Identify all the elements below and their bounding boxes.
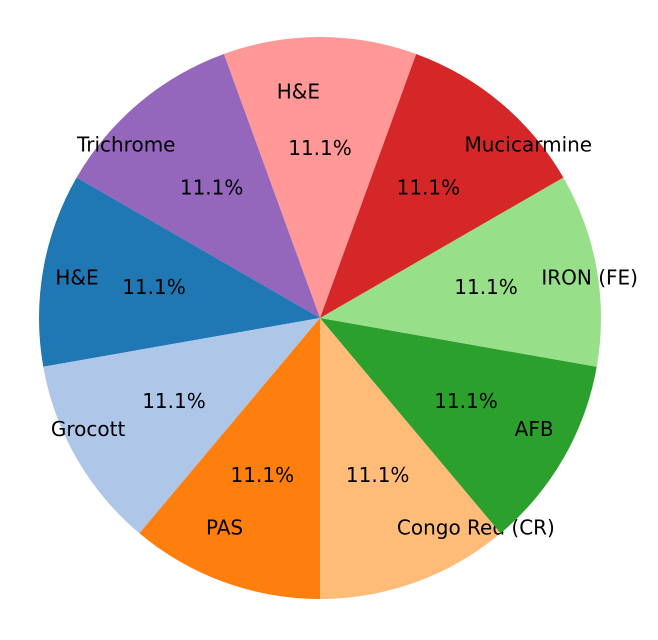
percent-label: 11.1%: [454, 275, 518, 299]
pie-slice: [320, 318, 597, 534]
slice-label: Grocott: [51, 417, 126, 441]
percent-label: 11.1%: [397, 175, 461, 199]
slice-label: H&E: [277, 80, 320, 104]
pie-slice: [139, 318, 320, 599]
percent-label: 11.1%: [288, 136, 352, 160]
percent-label: 11.1%: [346, 463, 410, 487]
pie-slice: [320, 177, 601, 367]
pie-slice: [76, 53, 321, 318]
percent-label: 11.1%: [122, 275, 186, 299]
pie-slice: [320, 53, 564, 318]
slice-label: AFB: [515, 417, 554, 441]
slice-label: Congo Red (CR): [397, 516, 555, 540]
percent-label: 11.1%: [434, 389, 498, 413]
percent-label: 11.1%: [180, 175, 244, 199]
pie-slice: [320, 318, 501, 599]
slice-label: H&E: [55, 265, 98, 289]
percent-label: 11.1%: [142, 389, 206, 413]
pie-slice: [43, 318, 321, 534]
slice-label: PAS: [206, 516, 243, 540]
pie-slice: [38, 177, 320, 367]
slice-label: Trichrome: [76, 132, 176, 156]
slice-label: IRON (FE): [541, 265, 638, 289]
slice-label: Mucicarmine: [464, 132, 592, 156]
percent-label: 11.1%: [231, 463, 295, 487]
pie-slice: [223, 37, 417, 319]
